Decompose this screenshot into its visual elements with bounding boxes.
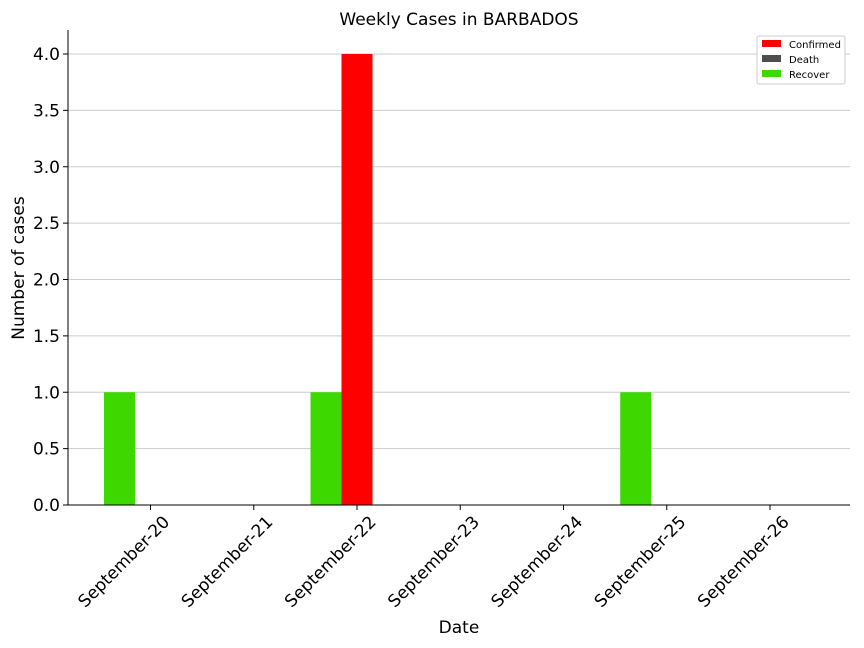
chart-title: Weekly Cases in BARBADOS: [339, 10, 578, 30]
bar-confirmed: [341, 54, 373, 505]
legend-swatch: [762, 40, 781, 47]
bar-recover: [620, 392, 652, 505]
y-tick-label: 2.5: [33, 214, 60, 234]
gridlines: [68, 53, 850, 450]
y-tick-label: 1.5: [33, 327, 60, 347]
y-tick-label: 3.0: [33, 158, 60, 178]
y-tick-label: 1.0: [33, 383, 60, 403]
bar-recover: [310, 392, 342, 505]
x-tick-label: September-21: [178, 512, 277, 611]
x-tick-label: September-20: [75, 512, 174, 611]
y-tick-label: 3.5: [33, 101, 60, 121]
legend-label: Recover: [789, 70, 830, 81]
legend-label: Death: [789, 55, 819, 66]
legend-swatch: [762, 70, 781, 77]
bars: [104, 54, 652, 505]
x-axis-label: Date: [439, 618, 480, 638]
legend: Confirmed Death Recover: [756, 35, 846, 85]
x-tick-label: September-24: [488, 512, 587, 611]
y-tick-label: 2.0: [33, 271, 60, 291]
x-tick-label: September-23: [384, 512, 483, 611]
axes: [67, 30, 850, 506]
legend-swatch: [762, 55, 781, 62]
x-tick-label: September-26: [694, 512, 793, 611]
x-tick-label: September-22: [281, 512, 380, 611]
y-tick-label: 0.5: [33, 440, 60, 460]
legend-label: Confirmed: [789, 40, 841, 51]
x-ticks: September-20 September-21 September-22 Sept…: [75, 505, 794, 612]
y-ticks: 0.0 0.5 1.0 1.5 2.0 2.5 3.0 3.5 4.0: [33, 45, 68, 516]
x-tick-label: September-25: [591, 512, 690, 611]
y-tick-label: 0.0: [33, 496, 60, 516]
y-tick-label: 4.0: [33, 45, 60, 65]
y-axis-label: Number of cases: [9, 196, 29, 340]
bar-recover: [104, 392, 135, 505]
